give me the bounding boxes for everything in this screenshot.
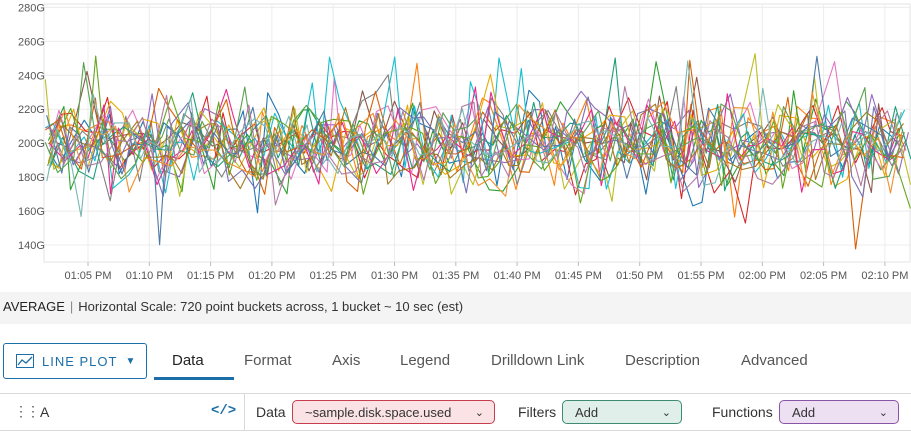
series-line[interactable] [48,96,905,198]
x-tick-label: 01:10 PM [126,270,173,282]
y-tick-label: 160G [18,206,45,218]
x-tick-label: 01:25 PM [310,270,357,282]
y-tick-label: 260G [18,36,45,48]
y-tick-label: 140G [18,240,45,252]
tab-drilldown-link[interactable]: Drilldown Link [491,352,585,369]
chevron-down-icon: ⌄ [474,407,484,419]
functions-value: Add [792,404,816,420]
x-tick-label: 01:15 PM [187,270,234,282]
query-divider [244,394,245,431]
data-label: Data [256,404,286,420]
x-tick-label: 01:50 PM [616,270,663,282]
x-tick-label: 02:05 PM [800,270,847,282]
chart-series-group [44,53,911,250]
filters-value: Add [575,404,599,420]
series-line[interactable] [45,59,904,250]
series-line[interactable] [47,62,907,218]
tab-description[interactable]: Description [625,352,701,369]
y-tick-label: 200G [18,138,45,150]
code-icon[interactable]: </> [211,403,237,419]
functions-label: Functions [712,404,773,420]
chevron-down-icon: ⌄ [661,407,671,419]
line-chart[interactable]: 280G 260G 240G 220G 200G 180G 160G 140G 01:05 P… [0,0,911,292]
tab-axis[interactable]: Axis [332,352,361,369]
filters-dropdown[interactable]: Add ⌄ [562,400,682,424]
tab-format[interactable]: Format [244,352,292,369]
active-tab-indicator [154,377,234,380]
plot-type-label: LINE PLOT [42,353,118,369]
line-chart-icon [16,354,34,368]
x-tick-label: 01:45 PM [555,270,602,282]
scale-description: Horizontal Scale: 720 point buckets acro… [78,299,464,314]
tab-legend[interactable]: Legend [400,352,451,369]
series-line[interactable] [47,61,902,195]
x-tick-label: 02:00 PM [739,270,786,282]
x-tick-label: 01:40 PM [494,270,541,282]
series-line[interactable] [46,60,902,218]
series-line[interactable] [50,91,903,197]
chart-panel[interactable]: 280G 260G 240G 220G 200G 180G 160G 140G 01:05 P… [0,0,911,292]
series-line[interactable] [44,62,905,180]
x-tick-label: 01:30 PM [371,270,418,282]
query-row: ⋮⋮ A </> Data ~sample.disk.space.used ⌄ … [0,393,911,431]
x-axis-ticks: 01:05 PM 01:10 PM 01:15 PM 01:20 PM 01:25 PM… [64,270,908,282]
plot-type-dropdown[interactable]: LINE PLOT ▼ [3,343,147,379]
x-tick-label: 02:10 PM [861,270,908,282]
query-name[interactable]: A [40,404,50,420]
y-tick-label: 240G [18,70,45,82]
horizontal-scale-info: AVERAGE | Horizontal Scale: 720 point buck… [0,292,911,324]
chevron-down-icon: ⌄ [878,407,888,419]
filters-label: Filters [518,404,557,420]
editor-tab-row: LINE PLOT ▼ Data Format Axis Legend Dril… [0,332,911,380]
chevron-down-icon: ▼ [125,355,137,367]
scale-separator: | [69,299,74,314]
tab-data[interactable]: Data [172,352,204,369]
data-metric-value: ~sample.disk.space.used [305,404,452,420]
tab-advanced[interactable]: Advanced [741,352,808,369]
drag-handle-icon[interactable]: ⋮⋮ [14,403,40,419]
aggregation-label: AVERAGE [3,299,65,314]
x-tick-label: 01:20 PM [248,270,295,282]
x-tick-label: 01:55 PM [677,270,724,282]
series-line[interactable] [45,85,904,206]
y-tick-label: 220G [18,104,45,116]
y-axis-ticks: 280G 260G 240G 220G 200G 180G 160G 140G [18,2,45,252]
x-tick-label: 01:05 PM [64,270,111,282]
x-tick-label: 01:35 PM [432,270,479,282]
y-tick-label: 180G [18,172,45,184]
functions-dropdown[interactable]: Add ⌄ [779,400,899,424]
y-tick-label: 280G [18,2,45,14]
data-metric-dropdown[interactable]: ~sample.disk.space.used ⌄ [292,400,495,424]
